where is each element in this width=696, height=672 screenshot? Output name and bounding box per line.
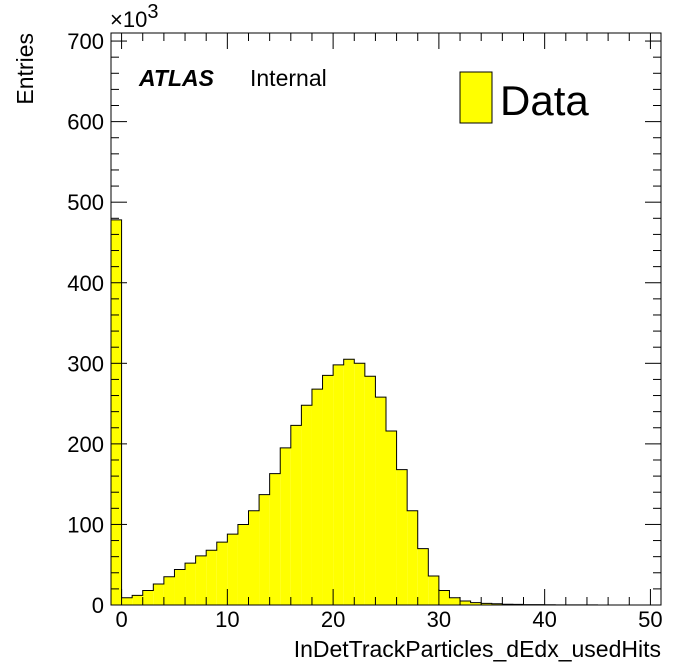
histogram-bin bbox=[227, 534, 238, 605]
histogram-bin bbox=[206, 550, 217, 605]
x-tick-label: 30 bbox=[427, 607, 451, 632]
y-multiplier: ×103 bbox=[110, 1, 158, 32]
y-tick-label: 500 bbox=[67, 190, 104, 215]
histogram-bin bbox=[142, 590, 154, 605]
histogram-bin bbox=[269, 473, 281, 605]
histogram-bin bbox=[237, 524, 249, 605]
histogram-bin bbox=[248, 510, 260, 605]
x-tick-label: 50 bbox=[638, 607, 662, 632]
histogram-bin bbox=[111, 219, 122, 605]
y-tick-label: 100 bbox=[67, 512, 104, 537]
y-tick-label: 0 bbox=[92, 593, 104, 618]
histogram-bin bbox=[407, 510, 418, 605]
axis-ticks bbox=[111, 33, 661, 606]
y-tick-label: 600 bbox=[67, 110, 104, 135]
histogram-bin bbox=[375, 397, 386, 605]
y-axis-label: Entries bbox=[12, 33, 38, 105]
atlas-label: ATLAS bbox=[138, 65, 215, 91]
histogram-bin bbox=[132, 595, 143, 605]
histogram-bin bbox=[163, 576, 175, 605]
histogram-bin bbox=[216, 542, 228, 605]
histogram-bin bbox=[449, 597, 461, 605]
x-axis-label: InDetTrackParticles_dEdx_usedHits bbox=[294, 636, 661, 662]
histogram-bin bbox=[121, 597, 133, 605]
histogram-bin bbox=[460, 600, 471, 605]
histogram-bin bbox=[481, 603, 492, 605]
histogram-bin bbox=[322, 375, 334, 605]
internal-label: Internal bbox=[250, 65, 327, 91]
histogram-bin bbox=[354, 363, 365, 605]
plot-frame bbox=[110, 32, 662, 606]
histogram-bin bbox=[311, 389, 323, 605]
x-tick-label: 20 bbox=[321, 607, 345, 632]
y-tick-label: 400 bbox=[67, 271, 104, 296]
y-tick-labels: 0 100 200 300 400 500 600 700 bbox=[67, 29, 104, 618]
histogram-bin bbox=[333, 364, 344, 605]
histogram-bin bbox=[280, 447, 291, 605]
histogram-bin bbox=[438, 590, 450, 605]
histogram-bin bbox=[428, 576, 439, 605]
x-tick-label: 40 bbox=[532, 607, 556, 632]
y-tick-label: 200 bbox=[67, 432, 104, 457]
histogram-bin bbox=[470, 602, 482, 605]
histogram-bin bbox=[386, 430, 397, 605]
histogram-bin bbox=[195, 555, 207, 605]
x-tick-labels: 0 10 20 30 40 50 bbox=[115, 607, 662, 632]
histogram-bin bbox=[153, 584, 164, 605]
histogram-bars bbox=[111, 219, 598, 605]
x-tick-label: 10 bbox=[215, 607, 239, 632]
histogram-bin bbox=[185, 563, 196, 605]
legend-swatch-data bbox=[459, 71, 493, 124]
histogram-bin bbox=[259, 494, 270, 605]
histogram-bin bbox=[343, 359, 355, 605]
histogram-bin bbox=[174, 569, 186, 605]
histogram-bin bbox=[290, 425, 302, 605]
histogram-bin bbox=[491, 603, 503, 605]
y-tick-label: 700 bbox=[67, 29, 104, 54]
y-tick-label: 300 bbox=[67, 351, 104, 376]
legend-label-data: Data bbox=[500, 77, 589, 124]
histogram-bin bbox=[417, 548, 429, 605]
histogram-bin bbox=[301, 405, 312, 605]
x-tick-label: 0 bbox=[115, 607, 127, 632]
histogram-bin bbox=[396, 469, 408, 605]
histogram-bin bbox=[364, 376, 376, 605]
